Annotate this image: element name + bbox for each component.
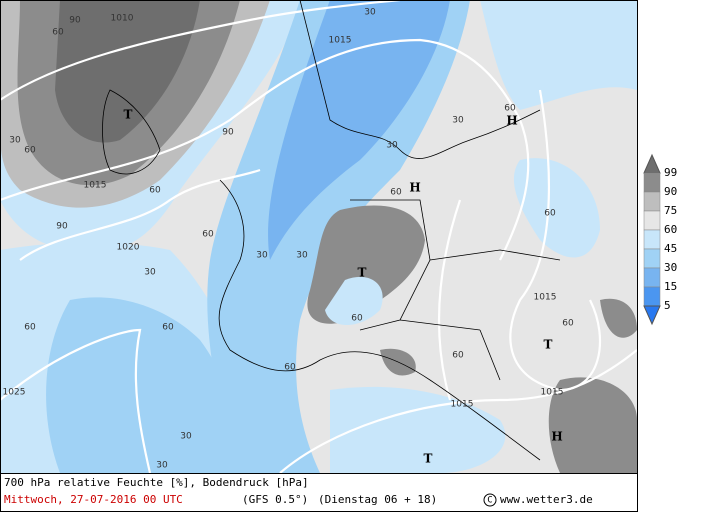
contour-label: 1015 <box>534 293 557 303</box>
contour-label: 60 <box>284 363 296 373</box>
humidity-area <box>325 276 383 325</box>
contour-label: 1010 <box>111 14 134 24</box>
contour-label: 60 <box>24 323 36 333</box>
contour-label: 30 <box>9 136 21 146</box>
contour-label: 90 <box>222 128 234 138</box>
contour-label: 30 <box>452 116 464 126</box>
contour-label: 30 <box>180 432 192 442</box>
coastline <box>299 0 541 159</box>
legend-band <box>643 229 661 250</box>
pressure-center: H <box>506 114 517 128</box>
copyright-symbol: C <box>487 496 492 506</box>
contour-label: 30 <box>144 268 156 278</box>
isobar <box>279 349 638 474</box>
isobar <box>0 0 401 101</box>
humidity-area <box>548 377 637 473</box>
pressure-center: T <box>358 266 367 280</box>
humidity-area <box>480 0 637 110</box>
contour-label: 60 <box>162 323 174 333</box>
isobar <box>19 168 261 261</box>
humidity-area <box>513 158 600 258</box>
legend-level: 15 <box>664 280 677 293</box>
legend-band <box>643 286 661 307</box>
legend-level: 99 <box>664 166 677 179</box>
coastline <box>218 179 541 461</box>
pressure-center: T <box>544 338 553 352</box>
contour-label: 30 <box>156 461 168 471</box>
humidity-area <box>46 297 234 473</box>
coastline <box>102 89 161 175</box>
pressure-center: H <box>409 181 420 195</box>
isobar <box>438 199 462 401</box>
contour-label: 90 <box>69 16 81 26</box>
footer-date: Mittwoch, 27-07-2016 00 UTC <box>4 493 183 506</box>
contour-label: 60 <box>504 104 516 114</box>
contour-label: 30 <box>364 8 376 18</box>
contour-label: 60 <box>202 230 214 240</box>
contour-label: 60 <box>544 209 556 219</box>
legend-level: 30 <box>664 261 677 274</box>
footer-model: (GFS 0.5°) <box>242 493 308 506</box>
contour-label: 1015 <box>451 400 474 410</box>
humidity-area <box>55 0 200 143</box>
legend-bottom <box>643 305 661 326</box>
copyright-circle <box>483 493 497 507</box>
legend-level: 60 <box>664 223 677 236</box>
legend: 99 90 75 60 45 30 15 5 <box>643 153 677 326</box>
footer-source: www.wetter3.de <box>500 493 593 506</box>
contour-label: 60 <box>149 186 161 196</box>
contour-label: 60 <box>351 314 363 324</box>
footer-frame <box>0 473 638 512</box>
pressure-center: H <box>551 430 562 444</box>
isobar <box>0 328 152 474</box>
contour-label: 30 <box>256 251 268 261</box>
humidity-area <box>330 386 506 473</box>
contour-label: 1025 <box>3 388 26 398</box>
contour-label: 1015 <box>329 36 352 46</box>
contour-label: 1015 <box>84 181 107 191</box>
contour-label: 1020 <box>117 243 140 253</box>
contour-label: 90 <box>56 222 68 232</box>
legend-band <box>643 172 661 193</box>
contour-label: 60 <box>562 319 574 329</box>
legend-level: 90 <box>664 185 677 198</box>
legend-band <box>643 267 661 288</box>
contour-label: 30 <box>386 141 398 151</box>
isobar <box>0 38 530 261</box>
contour-label: 60 <box>52 28 64 38</box>
contour-label: 60 <box>24 146 36 156</box>
pressure-center: T <box>124 108 133 122</box>
isobar <box>509 89 602 392</box>
footer-run: (Dienstag 06 + 18) <box>318 493 437 506</box>
legend-band <box>643 248 661 269</box>
legend-band <box>643 191 661 212</box>
pressure-center: T <box>424 452 433 466</box>
contour-label: 30 <box>296 251 308 261</box>
legend-level: 5 <box>664 299 671 312</box>
legend-level: 45 <box>664 242 677 255</box>
border <box>350 199 561 381</box>
humidity-area <box>600 298 637 338</box>
contour-label: 60 <box>390 188 402 198</box>
legend-level: 75 <box>664 204 677 217</box>
contour-label: 60 <box>452 351 464 361</box>
legend-band <box>643 210 661 231</box>
contour-label: 1015 <box>541 388 564 398</box>
footer-title: 700 hPa relative Feuchte [%], Bodendruck… <box>4 476 309 489</box>
